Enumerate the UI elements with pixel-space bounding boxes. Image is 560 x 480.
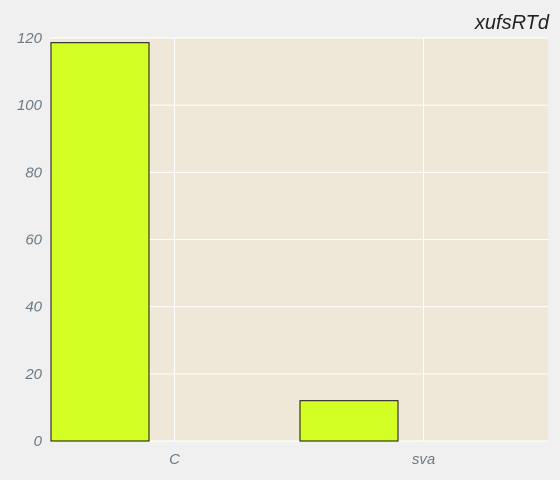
y-tick-label: 100	[17, 97, 43, 114]
x-tick-label: sva	[412, 451, 435, 468]
y-tick-label: 40	[25, 299, 42, 316]
y-tick-label: 0	[34, 433, 43, 450]
chart-title: xufsRTd	[474, 12, 550, 34]
y-axis-ticks: 0 20 40 60 80 100 120	[17, 30, 43, 450]
x-tick-label: C	[169, 451, 180, 468]
y-tick-label: 60	[25, 232, 42, 249]
bars	[50, 42, 399, 442]
y-tick-label: 80	[25, 164, 42, 181]
y-tick-label: 20	[24, 366, 42, 383]
bar-C	[50, 42, 150, 442]
bar-sva	[299, 400, 399, 442]
y-tick-label: 120	[17, 30, 43, 47]
